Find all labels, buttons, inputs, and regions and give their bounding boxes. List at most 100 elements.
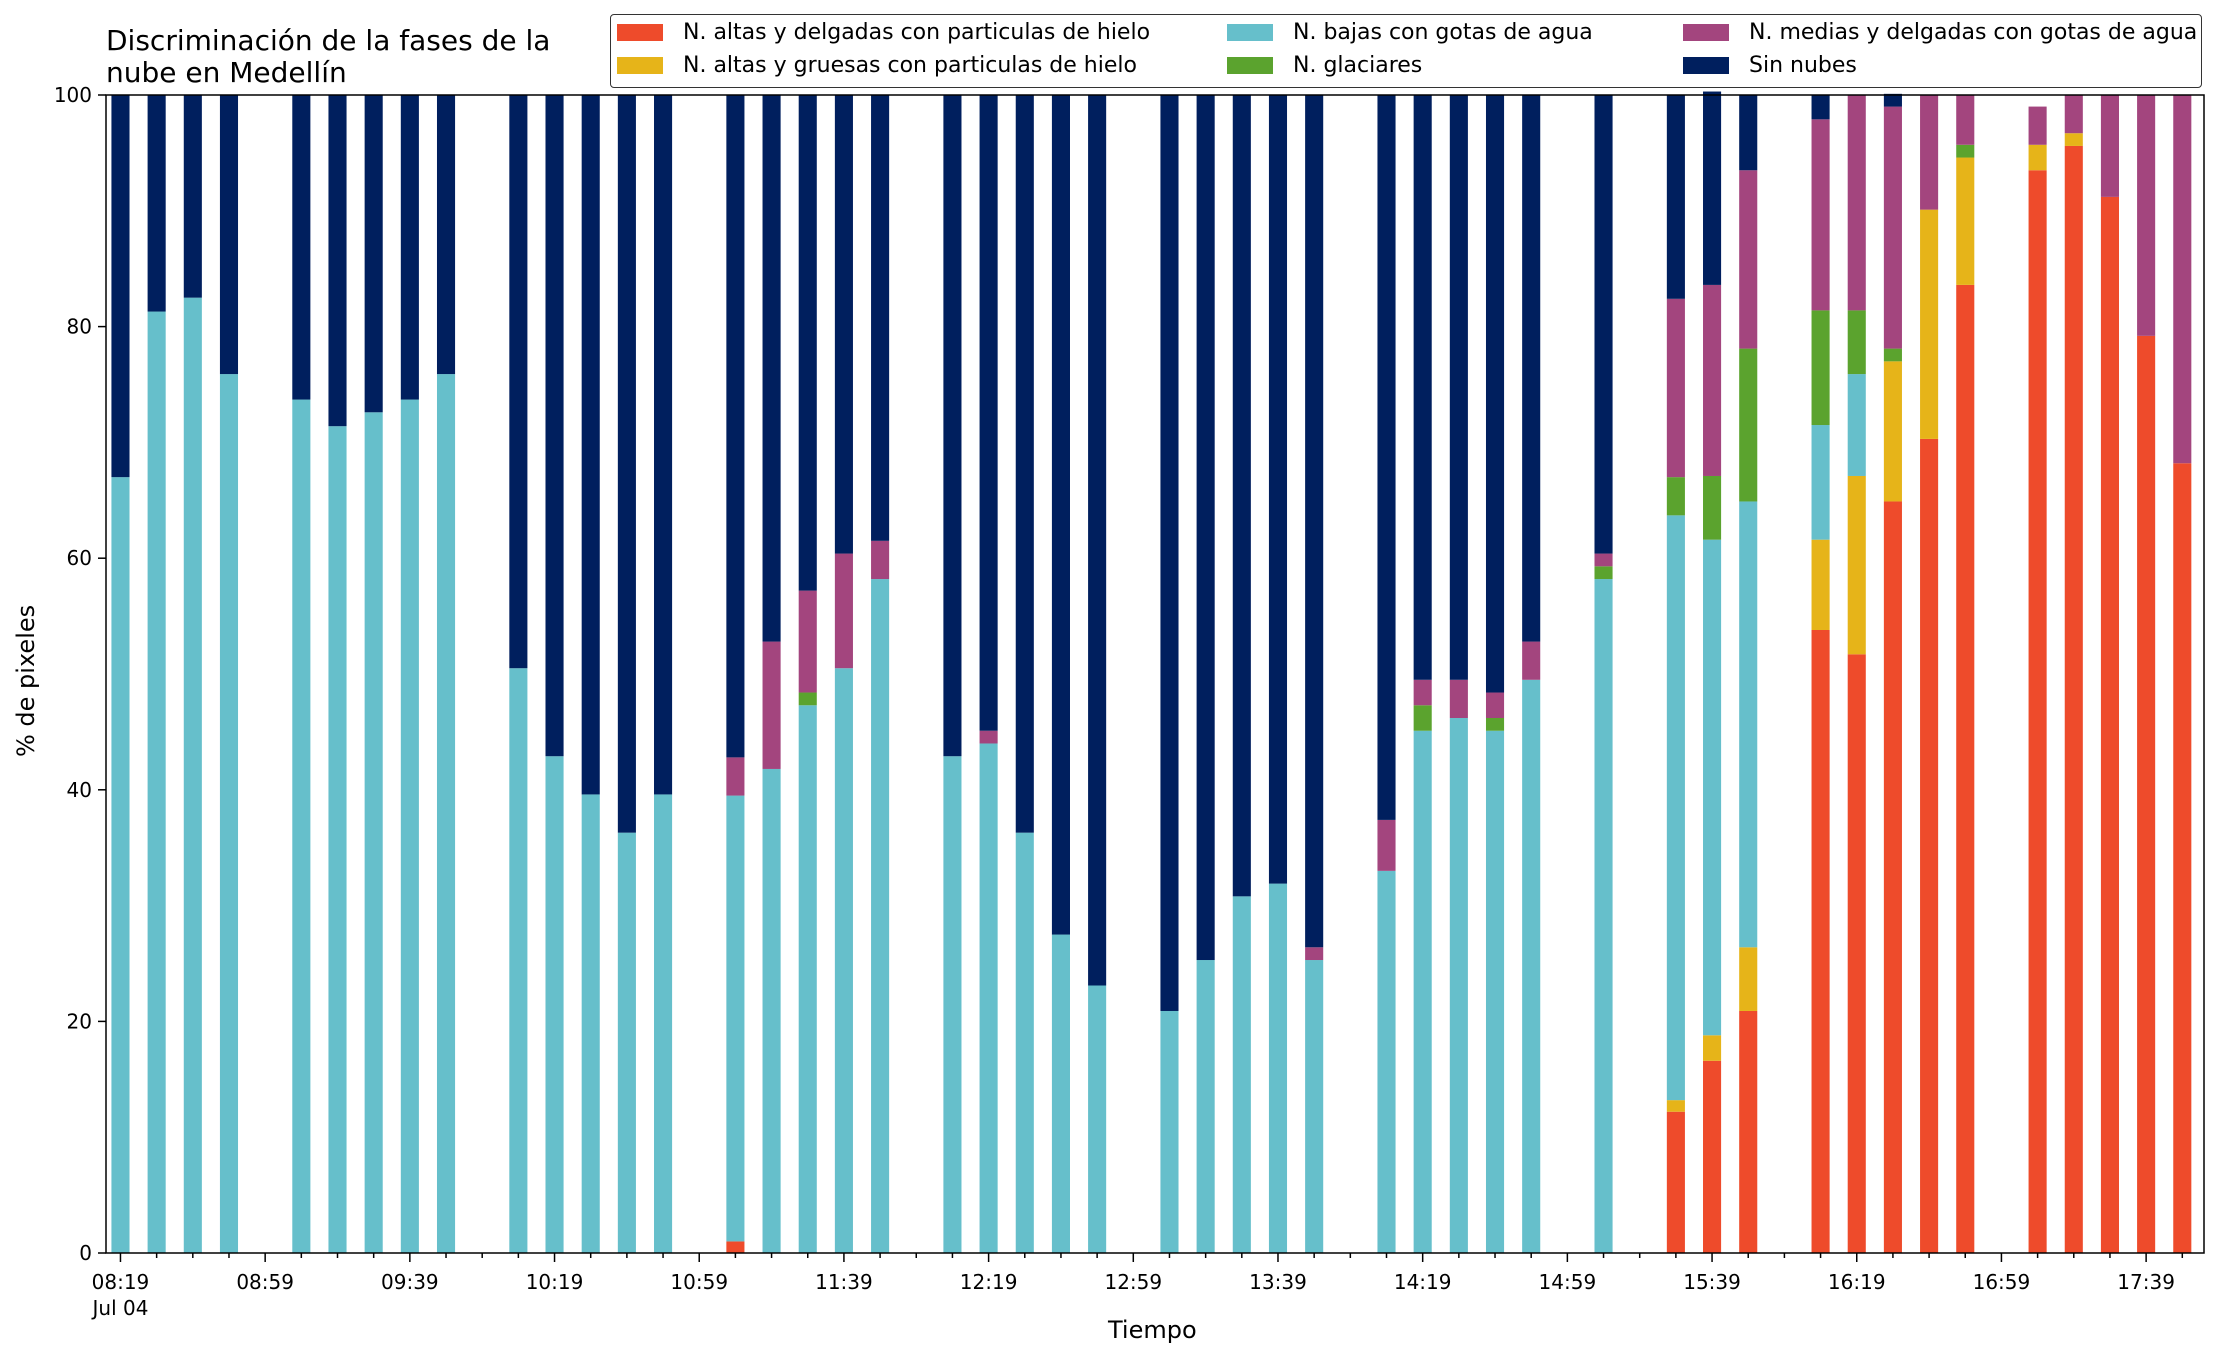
y-tick-label: 100 [54,83,92,107]
bar-segment-n-bajas-con-gotas-de-agua [1413,730,1432,1253]
bar-segment-n-altas-y-gruesas-con-particulas-de-hielo [1811,539,1830,630]
bar-segment-n-bajas-con-gotas-de-agua [943,756,962,1253]
bar-segment-sin-nubes [364,95,383,413]
x-tick-label: 10:19 [526,1270,584,1294]
bar-segment-n-bajas-con-gotas-de-agua [979,743,998,1253]
bar-segment-n-medias-y-delgadas-con-gotas-de-agua [1811,119,1830,311]
bar-segment-sin-nubes [1160,95,1179,1011]
bar-segment-n-altas-y-delgadas-con-particulas-de-hielo [1956,284,1975,1253]
bar-segment-n-bajas-con-gotas-de-agua [1666,515,1685,1101]
bar-segment-sin-nubes [183,95,202,298]
bar-segment-n-medias-y-delgadas-con-gotas-de-agua [726,757,745,796]
bar-segment-n-medias-y-delgadas-con-gotas-de-agua [834,553,853,669]
x-tick-label: 12:19 [960,1270,1018,1294]
bar-segment-n-medias-y-delgadas-con-gotas-de-agua [1666,298,1685,478]
bar-segment-sin-nubes [871,95,890,541]
bar-segment-n-altas-y-gruesas-con-particulas-de-hielo [1666,1100,1685,1112]
bar-segment-sin-nubes [1739,95,1758,171]
bar-segment-n-medias-y-delgadas-con-gotas-de-agua [1703,284,1722,476]
plot-frame [105,94,2205,1254]
bar-segment-n-bajas-con-gotas-de-agua [1594,579,1613,1253]
bar-segment-n-medias-y-delgadas-con-gotas-de-agua [1305,947,1324,961]
bar-segment-n-medias-y-delgadas-con-gotas-de-agua [871,540,890,580]
bar-segment-n-altas-y-gruesas-con-particulas-de-hielo [1920,209,1939,439]
bar-segment-n-bajas-con-gotas-de-agua [617,832,636,1253]
bar-segment-sin-nubes [1377,95,1396,820]
bar-segment-sin-nubes [1811,95,1830,120]
bar-segment-sin-nubes [1703,91,1722,285]
bar-segment-n-bajas-con-gotas-de-agua [1449,718,1468,1253]
bar-segment-n-medias-y-delgadas-con-gotas-de-agua [2137,95,2156,336]
bar-segment-n-bajas-con-gotas-de-agua [581,794,600,1253]
bar-segment-n-bajas-con-gotas-de-agua [1088,985,1107,1253]
y-axis-title: % de pixeles [12,604,40,757]
legend-label: N. altas y gruesas con particulas de hie… [683,53,1137,78]
bar-segment-n-medias-y-delgadas-con-gotas-de-agua [1449,679,1468,718]
bar-segment-n-altas-y-delgadas-con-particulas-de-hielo [1703,1060,1722,1253]
chart-title-line-2: nube en Medellín [106,56,347,89]
x-tick-label: 08:59 [236,1270,294,1294]
bar-segment-n-bajas-con-gotas-de-agua [1703,539,1722,1036]
bar-segment-n-glaciares [798,692,817,706]
bar-segment-n-medias-y-delgadas-con-gotas-de-agua [1522,641,1541,680]
bar-segment-sin-nubes [147,95,166,312]
bar-segment-n-glaciares [1413,705,1432,731]
legend-swatch [1227,57,1273,74]
bar-segment-n-altas-y-delgadas-con-particulas-de-hielo [2137,335,2156,1253]
x-date-label: Jul 04 [91,1296,149,1320]
bar-segment-n-medias-y-delgadas-con-gotas-de-agua [2064,95,2083,134]
bar-segment-n-altas-y-delgadas-con-particulas-de-hielo [1920,438,1939,1253]
bar-segment-n-bajas-con-gotas-de-agua [726,795,745,1242]
bar-segment-sin-nubes [1232,95,1251,897]
bar-segment-n-bajas-con-gotas-de-agua [834,668,853,1253]
bar-segment-n-bajas-con-gotas-de-agua [219,374,239,1254]
bar-segment-n-bajas-con-gotas-de-agua [400,399,419,1253]
bar-segment-n-bajas-con-gotas-de-agua [147,311,166,1253]
bar-segment-n-medias-y-delgadas-con-gotas-de-agua [2028,106,2047,145]
bar-segment-n-bajas-con-gotas-de-agua [545,756,564,1253]
bar-segment-n-medias-y-delgadas-con-gotas-de-agua [1377,819,1396,871]
bar-segment-n-altas-y-gruesas-con-particulas-de-hielo [2064,133,2083,146]
bar-segment-n-bajas-con-gotas-de-agua [328,426,347,1253]
bar-segment-sin-nubes [726,95,745,758]
legend-label: N. medias y delgadas con gotas de agua [1749,20,2198,45]
bar-segment-sin-nubes [1088,95,1107,986]
bar-segment-sin-nubes [1051,95,1070,935]
bar-segment-n-bajas-con-gotas-de-agua [1196,960,1215,1253]
bar-segment-n-glaciares [1811,310,1830,426]
bars-layer [111,91,2192,1254]
bar-segment-n-bajas-con-gotas-de-agua [654,794,673,1253]
bar-segment-sin-nubes [1522,95,1541,642]
bar-segment-n-bajas-con-gotas-de-agua [1015,832,1034,1253]
bar-segment-n-medias-y-delgadas-con-gotas-de-agua [762,641,781,769]
bar-segment-sin-nubes [1305,95,1324,948]
x-tick-label: 09:39 [381,1270,439,1294]
bar-segment-n-medias-y-delgadas-con-gotas-de-agua [798,590,817,693]
legend-swatch [1227,24,1273,41]
bar-segment-n-glaciares [1956,144,1975,158]
bar-segment-n-bajas-con-gotas-de-agua [1485,730,1505,1253]
legend-item-sin-nubes: Sin nubes [1683,53,1857,78]
bar-segment-n-bajas-con-gotas-de-agua [436,374,456,1254]
bar-segment-sin-nubes [509,95,528,669]
bar-segment-n-altas-y-gruesas-con-particulas-de-hielo [1703,1035,1722,1061]
legend-item-n-bajas-con-gotas-de-agua: N. bajas con gotas de agua [1227,20,1593,45]
bar-segment-n-glaciares [1847,310,1866,375]
bar-segment-n-bajas-con-gotas-de-agua [111,477,130,1253]
bar-segment-n-medias-y-delgadas-con-gotas-de-agua [1413,679,1432,706]
bar-segment-sin-nubes [111,95,130,478]
bar-segment-sin-nubes [1413,95,1432,680]
bar-segment-sin-nubes [400,95,419,400]
legend-swatch [617,24,663,41]
bar-segment-n-bajas-con-gotas-de-agua [1305,960,1324,1253]
x-tick-label: 13:39 [1249,1270,1307,1294]
bar-segment-sin-nubes [979,95,998,731]
bar-segment-sin-nubes [1449,95,1468,680]
bar-segment-n-altas-y-delgadas-con-particulas-de-hielo [1883,501,1902,1254]
bar-segment-n-bajas-con-gotas-de-agua [1268,883,1288,1253]
bar-segment-sin-nubes [1015,95,1034,833]
bar-segment-n-altas-y-delgadas-con-particulas-de-hielo [1666,1111,1685,1253]
bar-segment-n-bajas-con-gotas-de-agua [762,768,781,1253]
